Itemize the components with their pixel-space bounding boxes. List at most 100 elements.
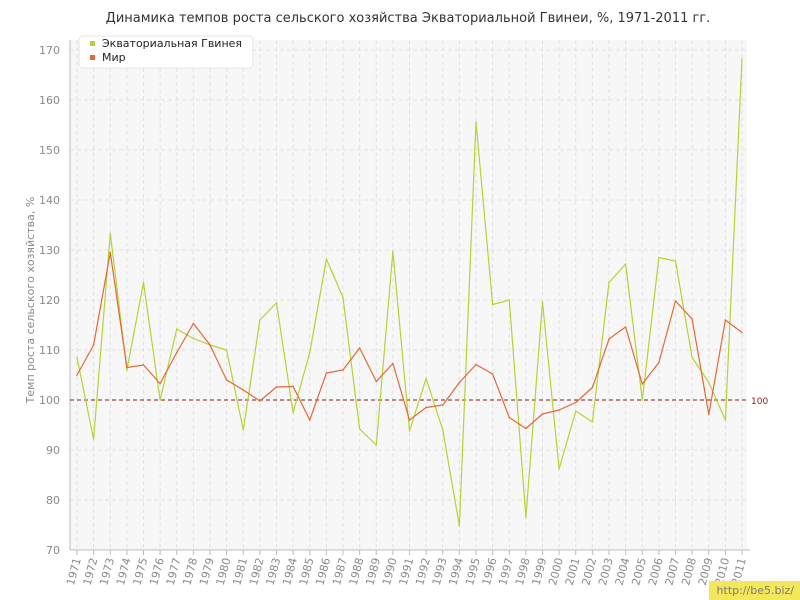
data-point <box>159 382 161 385</box>
data-point <box>292 385 294 388</box>
data-point <box>591 421 594 423</box>
data-point <box>624 326 627 328</box>
data-point <box>458 381 461 384</box>
data-point <box>525 516 527 519</box>
data-point <box>541 301 544 303</box>
data-point <box>707 381 710 384</box>
data-point <box>242 429 245 431</box>
data-point <box>92 344 95 346</box>
reference-line: 100 <box>70 397 768 407</box>
data-point <box>741 331 743 334</box>
data-point <box>408 419 411 421</box>
data-point <box>491 373 494 375</box>
legend-label: Экваториальная Гвинея <box>102 37 242 50</box>
data-point <box>342 296 344 299</box>
data-point <box>591 386 594 389</box>
data-point <box>541 413 544 415</box>
data-point <box>175 351 178 354</box>
data-point <box>724 319 727 321</box>
data-point <box>109 232 112 235</box>
data-point <box>558 409 560 411</box>
data-point <box>392 250 394 253</box>
data-point <box>408 430 411 432</box>
y-tick-label: 70 <box>46 544 60 557</box>
data-point <box>658 256 660 259</box>
data-point <box>691 318 693 320</box>
y-tick-label: 130 <box>39 244 60 257</box>
data-point <box>674 300 677 302</box>
data-point <box>126 369 128 371</box>
legend-box <box>78 35 254 69</box>
data-point <box>225 349 228 351</box>
data-point <box>441 404 444 406</box>
data-point <box>308 419 311 421</box>
data-point <box>325 258 328 260</box>
y-tick-label: 110 <box>39 344 60 357</box>
data-point <box>342 369 344 371</box>
data-point <box>259 319 261 321</box>
data-point <box>558 468 560 470</box>
data-point <box>76 356 78 359</box>
data-point <box>225 379 228 381</box>
data-point <box>641 399 644 401</box>
data-point <box>76 374 78 376</box>
data-point <box>392 362 394 365</box>
data-point <box>475 121 477 123</box>
y-tick-label: 140 <box>39 194 60 207</box>
data-point <box>641 383 644 385</box>
data-point <box>275 302 278 304</box>
y-tick-label: 120 <box>39 294 60 307</box>
y-tick-label: 150 <box>39 144 60 157</box>
data-point <box>624 263 627 265</box>
data-point <box>425 406 427 409</box>
chart-title: Динамика темпов роста сельского хозяйств… <box>106 11 711 26</box>
data-point <box>109 251 112 254</box>
data-point <box>741 58 743 60</box>
data-point <box>724 419 727 421</box>
data-point <box>608 338 610 340</box>
data-point <box>441 429 444 431</box>
axis-labels: 7080901001101201301401501601701971197219… <box>39 44 749 587</box>
data-point <box>674 260 677 262</box>
data-point <box>242 389 245 391</box>
data-point <box>192 337 195 340</box>
data-point <box>491 303 494 306</box>
data-point <box>142 281 145 284</box>
data-point <box>175 328 178 330</box>
data-point <box>375 380 378 383</box>
data-point <box>358 347 361 349</box>
data-point <box>608 281 610 284</box>
data-point <box>707 413 710 416</box>
data-point <box>658 361 660 364</box>
y-tick-label: 170 <box>39 44 60 57</box>
y-tick-label: 90 <box>46 444 60 457</box>
series-lines <box>76 58 743 527</box>
data-point <box>192 322 195 325</box>
data-point <box>142 364 145 366</box>
data-point <box>92 438 95 440</box>
axes <box>69 40 750 555</box>
y-tick-label: 80 <box>46 494 60 507</box>
data-point <box>525 427 527 430</box>
data-point <box>691 356 693 359</box>
data-point <box>259 400 261 402</box>
legend-marker <box>90 41 95 46</box>
data-point <box>126 366 128 369</box>
data-point <box>574 410 577 412</box>
reference-line-label: 100 <box>751 397 768 407</box>
data-point <box>574 401 577 404</box>
data-point <box>458 525 461 527</box>
data-point <box>275 386 278 388</box>
data-point <box>475 363 477 366</box>
y-tick-label: 100 <box>39 394 60 407</box>
plot-background <box>70 40 747 550</box>
legend-label: Мир <box>102 51 126 64</box>
data-point <box>292 411 294 414</box>
data-point <box>159 399 161 401</box>
grid <box>70 40 747 551</box>
legend-marker <box>90 55 95 60</box>
data-point <box>508 416 511 419</box>
data-point <box>325 372 328 374</box>
